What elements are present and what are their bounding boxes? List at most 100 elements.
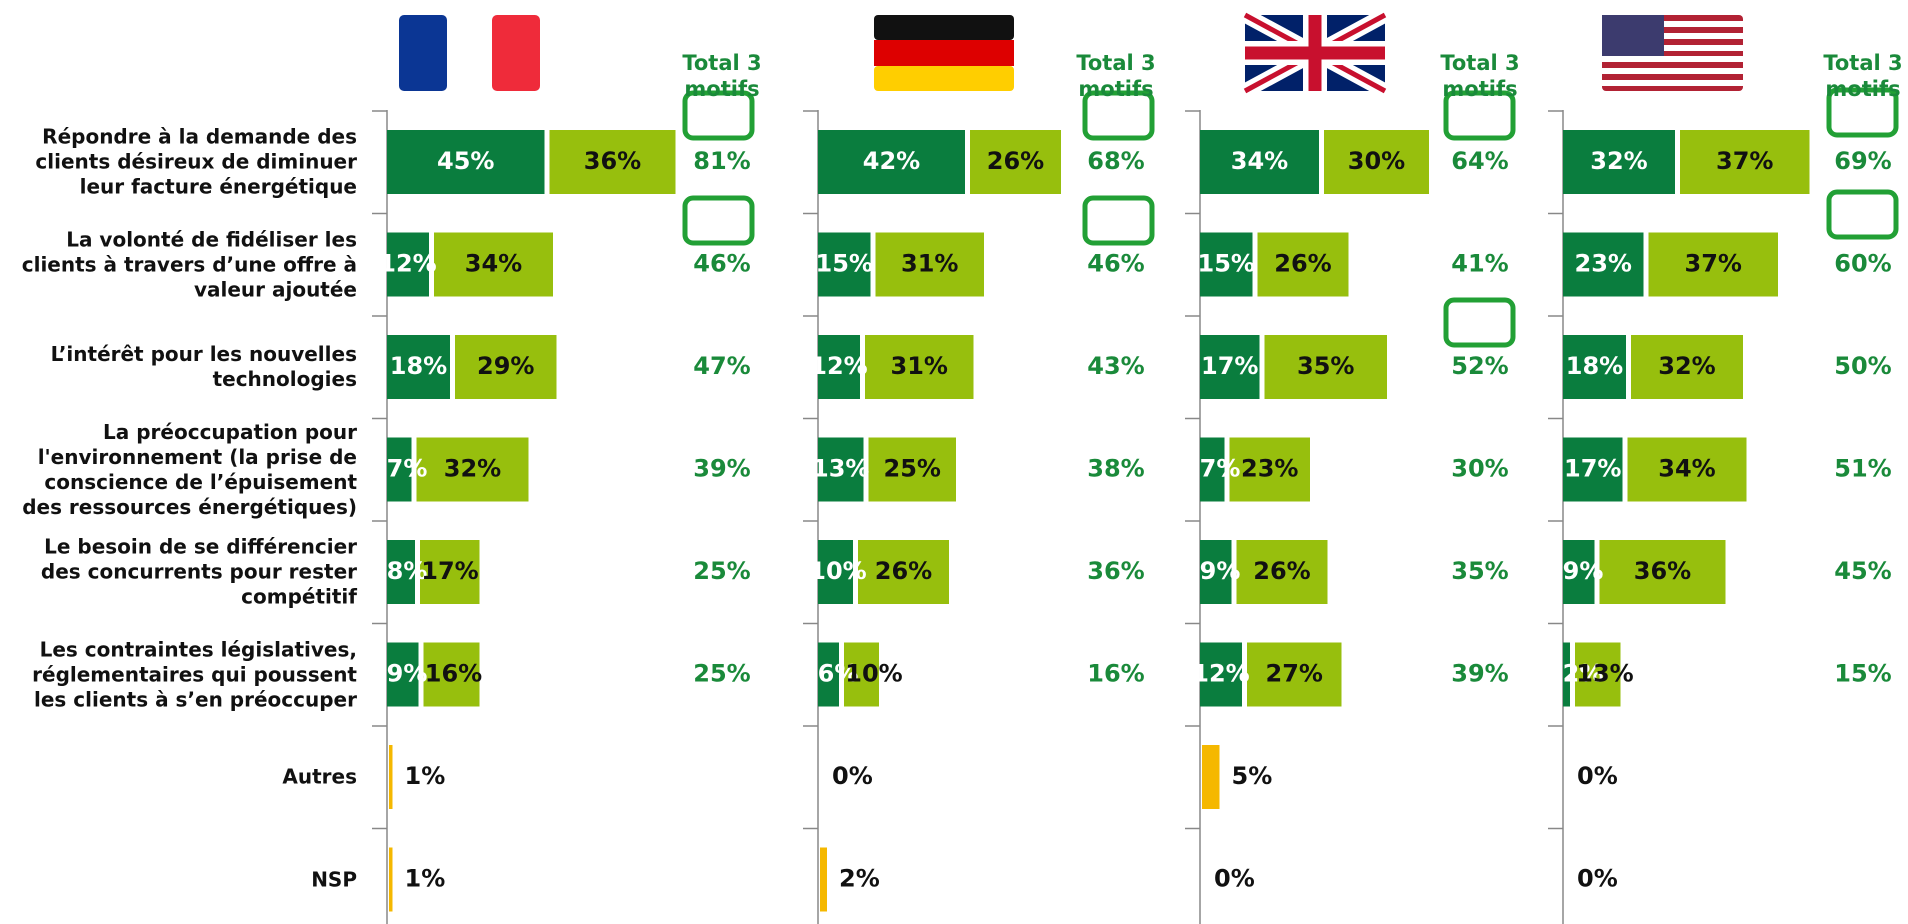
bar-segment xyxy=(1257,232,1349,297)
total-label: 64% xyxy=(1451,147,1508,175)
bar-label: 6% xyxy=(818,660,859,688)
bar-label: 37% xyxy=(1685,250,1742,278)
bar-segment xyxy=(1200,540,1232,604)
bar-segment xyxy=(389,745,393,809)
bar-segment xyxy=(1599,540,1726,604)
total-label: 81% xyxy=(693,147,750,175)
bar-segment xyxy=(416,437,529,502)
bar-label: 9% xyxy=(387,660,428,688)
total-label: 16% xyxy=(1087,660,1144,688)
bar-segment xyxy=(1200,130,1319,194)
bar-label: 1% xyxy=(405,762,446,790)
bar-label: 26% xyxy=(1274,250,1331,278)
bar-label: 2% xyxy=(1563,660,1604,688)
total-label: 69% xyxy=(1834,147,1891,175)
total-label: 51% xyxy=(1834,455,1891,483)
bar-label: 10% xyxy=(809,557,866,585)
bar-label: 5% xyxy=(1232,762,1273,790)
bar-label: 12% xyxy=(810,352,867,380)
total-label: 43% xyxy=(1087,352,1144,380)
bar-segment xyxy=(1631,335,1743,399)
total-label: 25% xyxy=(693,557,750,585)
bar-segment xyxy=(387,130,545,194)
total-header: Total 3 motifs xyxy=(1440,51,1520,101)
total-label: 47% xyxy=(693,352,750,380)
total-label: 36% xyxy=(1087,557,1144,585)
bar-segment xyxy=(1563,335,1626,399)
total-label: 38% xyxy=(1087,455,1144,483)
total-label: 41% xyxy=(1451,250,1508,278)
bar-label: 18% xyxy=(1566,352,1623,380)
bar-segment xyxy=(387,437,412,502)
bar-label: 34% xyxy=(1231,147,1288,175)
bar-label: 32% xyxy=(1590,147,1647,175)
bar-segment xyxy=(865,335,974,399)
bar-segment xyxy=(818,130,965,194)
bar-label: 0% xyxy=(1214,865,1255,893)
bar-label: 16% xyxy=(425,660,482,688)
bar-label: 8% xyxy=(387,557,428,585)
bar-segment xyxy=(1563,130,1675,194)
total-label: 35% xyxy=(1451,557,1508,585)
bar-label: 10% xyxy=(845,660,902,688)
bar-segment xyxy=(423,642,480,707)
total-label: 39% xyxy=(1451,660,1508,688)
total-label: 15% xyxy=(1834,660,1891,688)
bar-segment xyxy=(387,540,415,604)
flag-usa xyxy=(1602,15,1743,91)
bar-label: 36% xyxy=(1634,557,1691,585)
bar-segment xyxy=(1563,540,1595,604)
category-label: Les contraintes législatives, réglementa… xyxy=(32,637,357,711)
bar-segment xyxy=(818,540,853,604)
bar-segment xyxy=(1680,130,1810,194)
total-label: 46% xyxy=(1087,250,1144,278)
bar-segment xyxy=(389,847,393,912)
bar-segment xyxy=(387,642,419,707)
bar-label: 31% xyxy=(891,352,948,380)
bar-label: 17% xyxy=(421,557,478,585)
category-label: Autres xyxy=(282,764,357,789)
total-label: 60% xyxy=(1834,250,1891,278)
total-label: 25% xyxy=(693,660,750,688)
bar-segment xyxy=(818,335,860,399)
bar-segment xyxy=(1324,130,1429,194)
bar-segment xyxy=(1648,232,1778,297)
bar-label: 12% xyxy=(1192,660,1249,688)
bar-segment xyxy=(420,540,480,604)
bar-label: 9% xyxy=(1563,557,1604,585)
bar-label: 7% xyxy=(1200,455,1241,483)
bar-label: 37% xyxy=(1716,147,1773,175)
bar-segment xyxy=(1575,642,1621,707)
total-label: 50% xyxy=(1834,352,1891,380)
bar-label: 26% xyxy=(1253,557,1310,585)
bar-segment xyxy=(875,232,984,297)
category-label: Le besoin de se différencier des concurr… xyxy=(40,534,357,609)
bar-segment xyxy=(1563,437,1623,502)
bar-label: 1% xyxy=(405,865,446,893)
bar-label: 12% xyxy=(379,250,436,278)
bar-label: 25% xyxy=(884,455,941,483)
total-label: 30% xyxy=(1451,455,1508,483)
bar-segment xyxy=(818,642,839,707)
bar-label: 45% xyxy=(437,147,494,175)
bar-label: 17% xyxy=(1564,455,1621,483)
bar-label: 7% xyxy=(387,455,428,483)
bar-label: 13% xyxy=(1576,660,1633,688)
bar-label: 18% xyxy=(390,352,447,380)
bar-label: 30% xyxy=(1348,147,1405,175)
highlight-boxes xyxy=(682,87,1899,348)
category-label: La volonté de fidéliser les clients à tr… xyxy=(21,227,357,301)
total-header: Total 3 motifs xyxy=(1076,51,1156,101)
bar-segment xyxy=(820,847,827,912)
bar-label: 34% xyxy=(1658,455,1715,483)
bar-label: 0% xyxy=(1577,865,1618,893)
total-header: Total 3 motifs xyxy=(682,51,762,101)
bar-label: 29% xyxy=(477,352,534,380)
bar-segment xyxy=(818,232,871,297)
bar-segment xyxy=(387,232,429,297)
flag-uk xyxy=(1241,8,1389,98)
bar-label: 26% xyxy=(987,147,1044,175)
bar-label: 0% xyxy=(1577,762,1618,790)
